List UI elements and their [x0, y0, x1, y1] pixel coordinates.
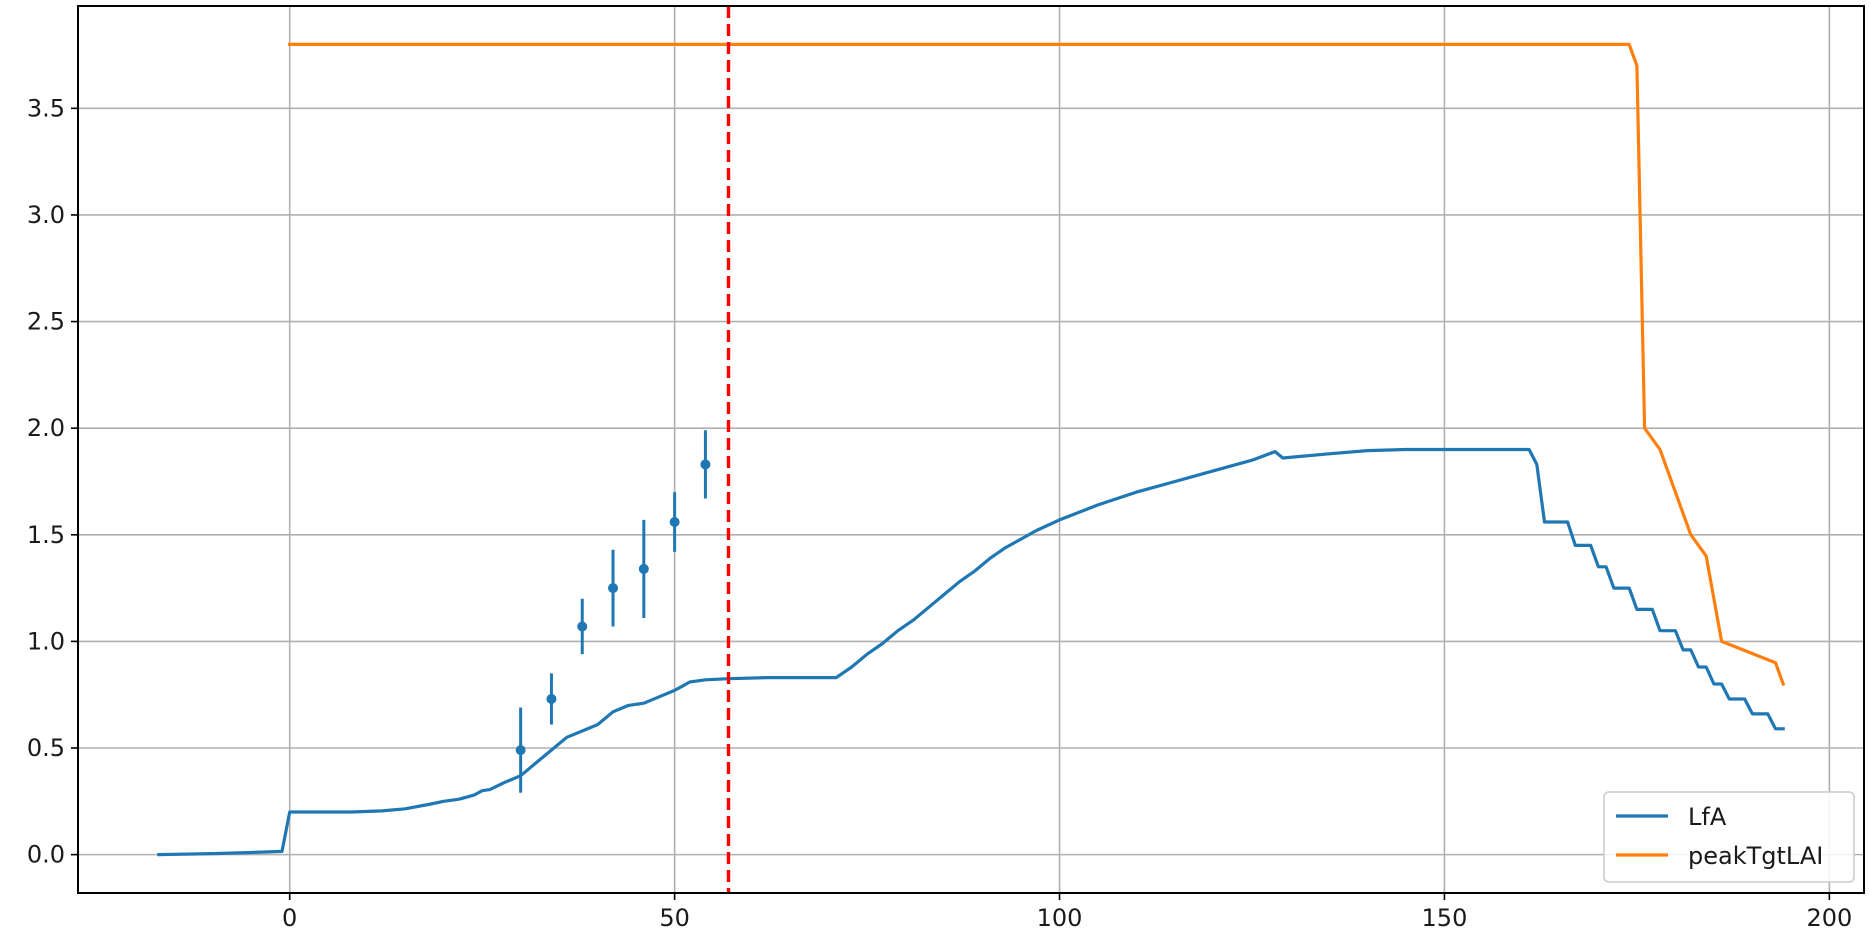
- x-tick-label: 150: [1422, 904, 1468, 932]
- series-line-lfa: [157, 447, 1785, 857]
- y-tick-label: 2.0: [27, 414, 65, 442]
- observation-point: [515, 745, 526, 756]
- axis-ticks: 0 50 100 150 200 0.0 0.5 1.0 1.5 2.0 2.5 3.0 3.5: [27, 94, 1852, 932]
- observations-layer: [515, 430, 711, 793]
- observation-point: [608, 583, 619, 594]
- y-tick-label: 0.0: [27, 841, 65, 869]
- grid: [78, 6, 1864, 893]
- x-tick-label: 50: [659, 904, 690, 932]
- observation-point: [669, 516, 680, 527]
- observation-point: [700, 459, 711, 470]
- series-layer: [157, 42, 1786, 857]
- y-tick-label: 0.5: [27, 734, 65, 762]
- y-tick-label: 1.0: [27, 627, 65, 655]
- y-tick-label: 1.5: [27, 521, 65, 549]
- legend: LfA peakTgtLAI: [1603, 791, 1855, 883]
- x-tick-label: 0: [282, 904, 297, 932]
- legend-label: peakTgtLAI: [1688, 842, 1823, 870]
- observation-point: [546, 693, 557, 704]
- y-tick-label: 3.0: [27, 201, 65, 229]
- legend-label: LfA: [1688, 803, 1727, 831]
- observation-point: [638, 563, 649, 574]
- plot-frame: [77, 5, 1865, 894]
- x-tick-label: 200: [1806, 904, 1852, 932]
- y-tick-label: 2.5: [27, 308, 65, 336]
- x-tick-label: 100: [1037, 904, 1083, 932]
- series-line-peaktgtlai: [288, 42, 1786, 687]
- observation-point: [577, 621, 588, 632]
- y-tick-label: 3.5: [27, 94, 65, 122]
